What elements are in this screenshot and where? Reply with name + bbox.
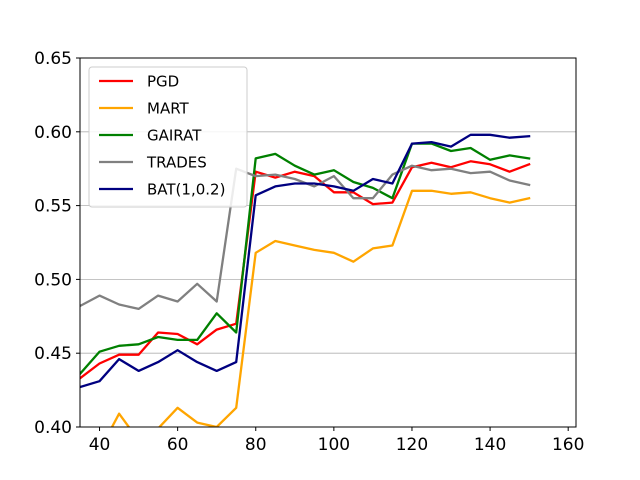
y-tick-label: 0.55 [34,197,72,217]
x-tick-label: 100 [318,435,350,455]
y-tick-label: 0.40 [34,418,72,438]
x-tick-label: 120 [396,435,428,455]
series-line-bat-1-0-2 [80,133,531,389]
series-lines [80,133,531,427]
x-tick-label: 160 [552,435,584,455]
series-line-gairat [80,142,531,376]
y-axis: 0.40 0.45 0.50 0.55 0.60 0.65 [34,49,80,438]
plot-frame [79,57,577,428]
legend-box [88,66,248,208]
legend-label-mart: MART [147,100,190,118]
legend: PGD MART GAIRAT TRADES BAT(1,0.2) [88,66,248,208]
y-tick-label: 0.45 [34,344,72,364]
legend-label-bat-1-0-2: BAT(1,0.2) [147,181,225,199]
legend-label-gairat: GAIRAT [147,127,202,145]
y-tick-label: 0.65 [34,49,72,69]
series-line-pgd [80,160,531,380]
x-tick-label: 80 [245,435,267,455]
x-axis: 40 60 80 100 120 140 160 [89,427,584,455]
series-line-mart [110,189,531,427]
y-tick-label: 0.60 [34,123,72,143]
legend-label-trades: TRADES [146,154,207,172]
x-tick-label: 60 [167,435,189,455]
y-tick-label: 0.50 [34,270,72,290]
legend-label-pgd: PGD [147,73,179,91]
x-tick-label: 40 [89,435,111,455]
x-tick-label: 140 [474,435,506,455]
